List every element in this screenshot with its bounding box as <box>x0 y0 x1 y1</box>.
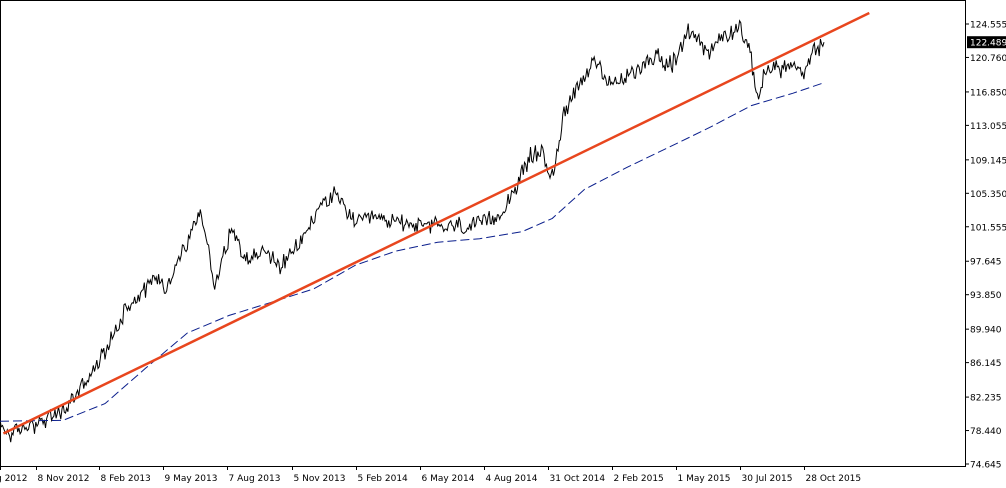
current-price-marker: 122.489 <box>967 36 1006 49</box>
price-series <box>0 19 825 443</box>
x-tick-label: 31 Oct 2014 <box>550 474 606 484</box>
y-tick-label: 93.850 <box>970 291 1002 301</box>
y-axis: 124.555 120.760 116.850 113.055 109.145 105.3… <box>965 21 1006 471</box>
y-tick-label: 101.555 <box>970 223 1006 233</box>
x-tick-label: 8 Nov 2012 <box>38 474 90 484</box>
y-tick-label: 82.235 <box>970 394 1002 404</box>
y-tick-label: 74.645 <box>970 461 1002 471</box>
x-tick-label: 5 Nov 2013 <box>294 474 346 484</box>
x-tick-label: 28 Oct 2015 <box>806 474 862 484</box>
y-tick-label: 120.760 <box>970 54 1006 64</box>
x-tick-label: 8 Feb 2013 <box>101 474 151 484</box>
x-tick-label: 1 May 2015 <box>678 474 731 484</box>
trend-line[interactable] <box>2 11 870 435</box>
y-tick-label: 116.850 <box>970 88 1006 98</box>
x-axis: g 2012 8 Nov 2012 8 Feb 2013 9 May 2013 7 Au… <box>0 466 861 484</box>
y-tick-label: 89.940 <box>970 326 1002 336</box>
x-tick-label: g 2012 <box>0 474 27 484</box>
x-tick-label: 6 May 2014 <box>422 474 475 484</box>
x-tick-label: 30 Jul 2015 <box>742 474 793 484</box>
moving-average-line <box>0 82 825 422</box>
trend-line-segment[interactable] <box>2 11 870 435</box>
x-tick-label: 5 Feb 2014 <box>358 474 409 484</box>
x-tick-label: 4 Aug 2014 <box>486 474 538 484</box>
price-line <box>0 19 825 443</box>
current-price-label: 122.489 <box>970 39 1006 49</box>
y-tick-label: 113.055 <box>970 122 1006 132</box>
x-tick-label: 2 Feb 2015 <box>614 474 664 484</box>
y-tick-label: 78.440 <box>970 427 1002 437</box>
y-tick-label: 105.350 <box>970 190 1006 200</box>
moving-average-series <box>0 82 825 422</box>
x-tick-label: 7 Aug 2013 <box>229 474 281 484</box>
current-price-tag <box>967 36 1006 49</box>
plot-area <box>0 0 966 467</box>
y-tick-label: 124.555 <box>970 21 1006 31</box>
x-tick-label: 9 May 2013 <box>165 474 218 484</box>
y-tick-label: 86.145 <box>970 359 1002 369</box>
y-tick-label: 97.645 <box>970 258 1002 268</box>
y-tick-label: 109.145 <box>970 156 1006 166</box>
